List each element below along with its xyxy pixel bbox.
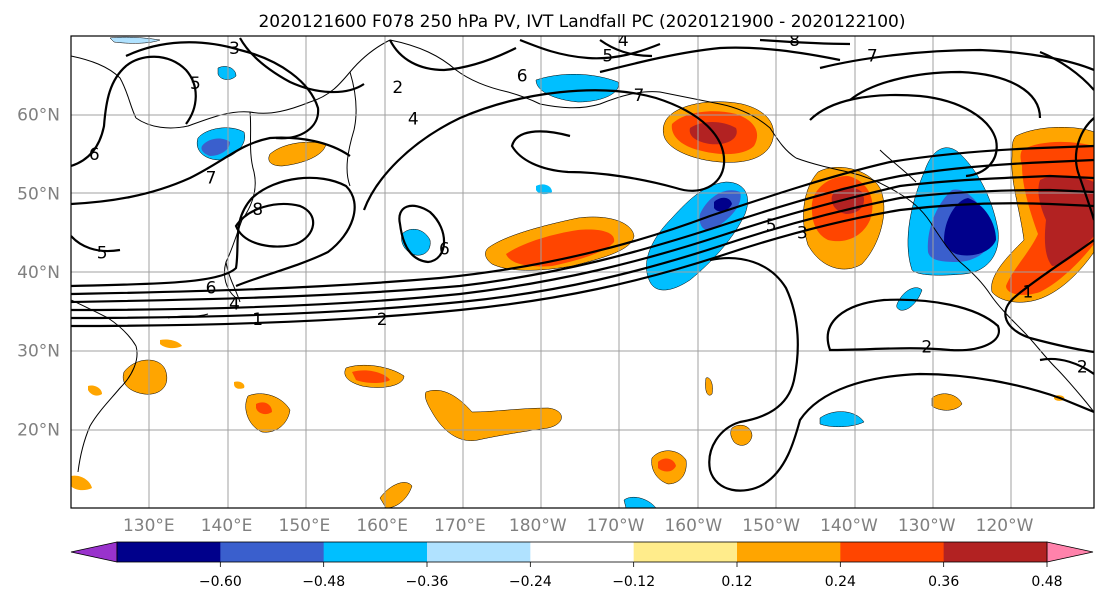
lon-tick-label: 170°W xyxy=(587,516,645,536)
small-anomaly-blobs xyxy=(71,36,1065,508)
lat-tick-label: 20°N xyxy=(17,420,60,440)
map-frame xyxy=(70,35,1095,509)
contour-label: 7 xyxy=(633,86,644,106)
colorbar-segment xyxy=(633,542,738,562)
contour-label: 3 xyxy=(229,39,240,59)
colorbar-segment xyxy=(427,542,531,562)
contour-label: 3 xyxy=(797,224,808,244)
colorbar: −0.60 −0.48 −0.36 −0.24 −0.12 0.12 0.24 0.36 0.4… xyxy=(70,541,1094,590)
contour-label: 5 xyxy=(190,74,201,94)
contour-label: 8 xyxy=(252,200,263,220)
colorbar-tick-label: −0.12 xyxy=(612,574,655,590)
contour-label: 6 xyxy=(517,66,528,86)
latitude-axis: 20°N 30°N 40°N 50°N 60°N xyxy=(17,106,60,441)
positive-anomaly-central-pacific xyxy=(485,216,635,271)
colorbar-outline xyxy=(116,541,1048,563)
contour-label: 7 xyxy=(867,47,878,67)
colorbar-segment xyxy=(220,542,325,562)
colorbar-segment xyxy=(323,542,428,562)
lat-tick-label: 50°N xyxy=(17,184,60,204)
colorbar-segment xyxy=(943,542,1048,562)
colorbar-tick-label: −0.60 xyxy=(199,574,242,590)
contour-label: 2 xyxy=(392,78,403,98)
lon-tick-label: 130°E xyxy=(123,516,175,536)
contour-label: 6 xyxy=(89,145,100,165)
contour-label: 5 xyxy=(766,216,777,236)
colorbar-segment xyxy=(117,542,221,562)
longitude-axis: 130°E 140°E 150°E 160°E 170°E 180°W 170°W 160°W… xyxy=(123,516,1034,536)
colorbar-segment xyxy=(840,542,945,562)
colorbar-tick-label: −0.24 xyxy=(509,574,552,590)
colorbar-tick-label: 0.24 xyxy=(825,574,856,590)
contour-label: 6 xyxy=(206,279,217,299)
negative-anomaly-gulf-of-alaska xyxy=(646,181,748,291)
contour-label: 6 xyxy=(439,239,450,259)
colorbar-segment xyxy=(737,542,841,562)
contour-label: 4 xyxy=(618,31,629,51)
lon-tick-label: 150°W xyxy=(742,516,800,536)
colorbar-segment xyxy=(530,542,635,562)
contour-label: 5 xyxy=(602,47,613,67)
contour-label: 7 xyxy=(206,169,217,189)
lon-tick-label: 160°E xyxy=(356,516,408,536)
lon-tick-label: 120°W xyxy=(976,516,1034,536)
lon-tick-label: 140°W xyxy=(820,516,878,536)
lat-tick-label: 60°N xyxy=(17,106,60,126)
colorbar-tick-label: 0.48 xyxy=(1031,574,1062,590)
lon-tick-label: 140°E xyxy=(201,516,253,536)
colorbar-tick-label: 0.12 xyxy=(721,574,752,590)
contour-label: 2 xyxy=(921,338,932,358)
lon-tick-label: 180°W xyxy=(509,516,567,536)
contour-label: 1 xyxy=(1022,283,1033,303)
lat-tick-label: 40°N xyxy=(17,263,60,283)
contour-label: 4 xyxy=(408,110,419,130)
colorbar-tick-label: −0.36 xyxy=(406,574,449,590)
map-title: 2020121600 F078 250 hPa PV, IVT Landfall… xyxy=(258,12,905,32)
colorbar-tick-label: −0.48 xyxy=(302,574,345,590)
lon-tick-label: 130°W xyxy=(898,516,956,536)
contour-label: 1 xyxy=(252,310,263,330)
lat-tick-label: 30°N xyxy=(17,342,60,362)
contour-label: 4 xyxy=(229,294,240,314)
lon-tick-label: 170°E xyxy=(434,516,486,536)
contour-label: 2 xyxy=(1077,357,1088,377)
contour-label: 2 xyxy=(377,310,388,330)
graticule xyxy=(71,36,1094,508)
contour-label: 5 xyxy=(97,243,108,263)
colorbar-extend-low xyxy=(70,541,118,563)
colorbar-tick-label: 0.36 xyxy=(928,574,959,590)
contour-label: 8 xyxy=(789,31,800,51)
lon-tick-label: 160°W xyxy=(664,516,722,536)
contour-lines xyxy=(71,37,1094,492)
lon-tick-label: 150°E xyxy=(279,516,331,536)
colorbar-extend-high xyxy=(1046,541,1094,563)
